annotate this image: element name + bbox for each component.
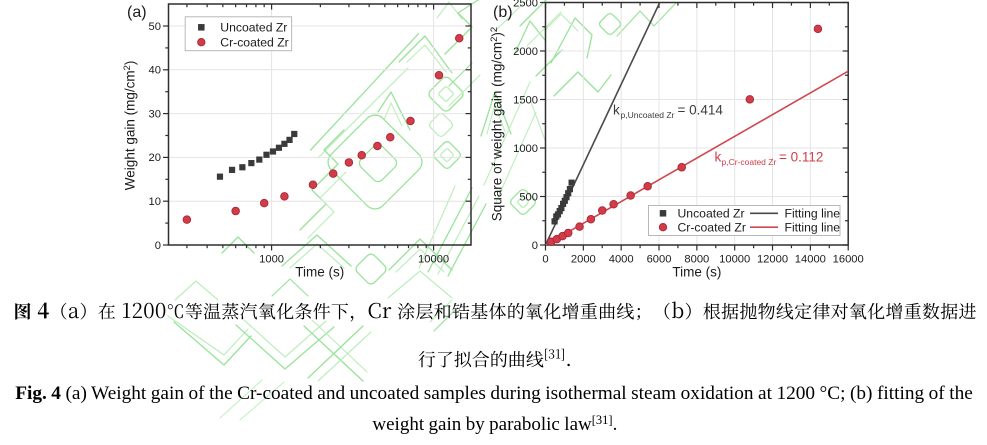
svg-text:20: 20 (149, 152, 161, 164)
svg-text:Fitting line: Fitting line (785, 207, 841, 221)
svg-text:0: 0 (532, 240, 538, 252)
svg-text:p,Cr-coated Zr: p,Cr-coated Zr (722, 157, 777, 167)
svg-text:1000: 1000 (259, 253, 284, 265)
svg-text:0: 0 (155, 240, 161, 252)
svg-text:p,Uncoated Zr: p,Uncoated Zr (621, 110, 675, 120)
svg-text:Time (s): Time (s) (672, 264, 721, 279)
svg-text:(a): (a) (127, 4, 147, 21)
svg-text:6000: 6000 (647, 253, 672, 265)
svg-text:Uncoated Zr: Uncoated Zr (220, 21, 287, 35)
svg-text:Time (s): Time (s) (295, 264, 344, 279)
svg-text:8000: 8000 (684, 253, 709, 265)
svg-text:1500: 1500 (513, 94, 538, 106)
svg-text:500: 500 (519, 191, 538, 203)
svg-text:k: k (715, 150, 722, 165)
svg-text:0: 0 (542, 253, 548, 265)
svg-text:1000: 1000 (513, 143, 538, 155)
svg-text:40: 40 (149, 65, 161, 77)
svg-text:(b): (b) (493, 4, 513, 21)
svg-text:2500: 2500 (513, 0, 538, 9)
svg-text:2000: 2000 (571, 253, 596, 265)
svg-text:Cr-coated Zr: Cr-coated Zr (678, 221, 746, 235)
svg-text:4000: 4000 (609, 253, 634, 265)
svg-text:Cr-coated Zr: Cr-coated Zr (220, 36, 288, 50)
svg-text:16000: 16000 (833, 253, 864, 265)
svg-text:14000: 14000 (795, 253, 826, 265)
svg-text:k: k (613, 103, 620, 118)
svg-text:30: 30 (149, 108, 161, 120)
svg-text:10000: 10000 (418, 253, 449, 265)
svg-text:= 0.414: = 0.414 (678, 103, 724, 118)
svg-text:50: 50 (149, 21, 161, 33)
svg-text:= 0.112: = 0.112 (779, 150, 823, 165)
svg-text:Weight gain (mg/cm2): Weight gain (mg/cm2) (122, 61, 138, 191)
svg-text:Uncoated Zr: Uncoated Zr (678, 207, 745, 221)
svg-text:Square of weight gain (mg/cm2): Square of weight gain (mg/cm2)2 (489, 27, 505, 221)
svg-text:10: 10 (149, 196, 161, 208)
svg-text:12000: 12000 (757, 253, 788, 265)
svg-text:10000: 10000 (719, 253, 750, 265)
svg-text:2000: 2000 (513, 46, 538, 58)
svg-text:Fitting line: Fitting line (785, 221, 841, 235)
